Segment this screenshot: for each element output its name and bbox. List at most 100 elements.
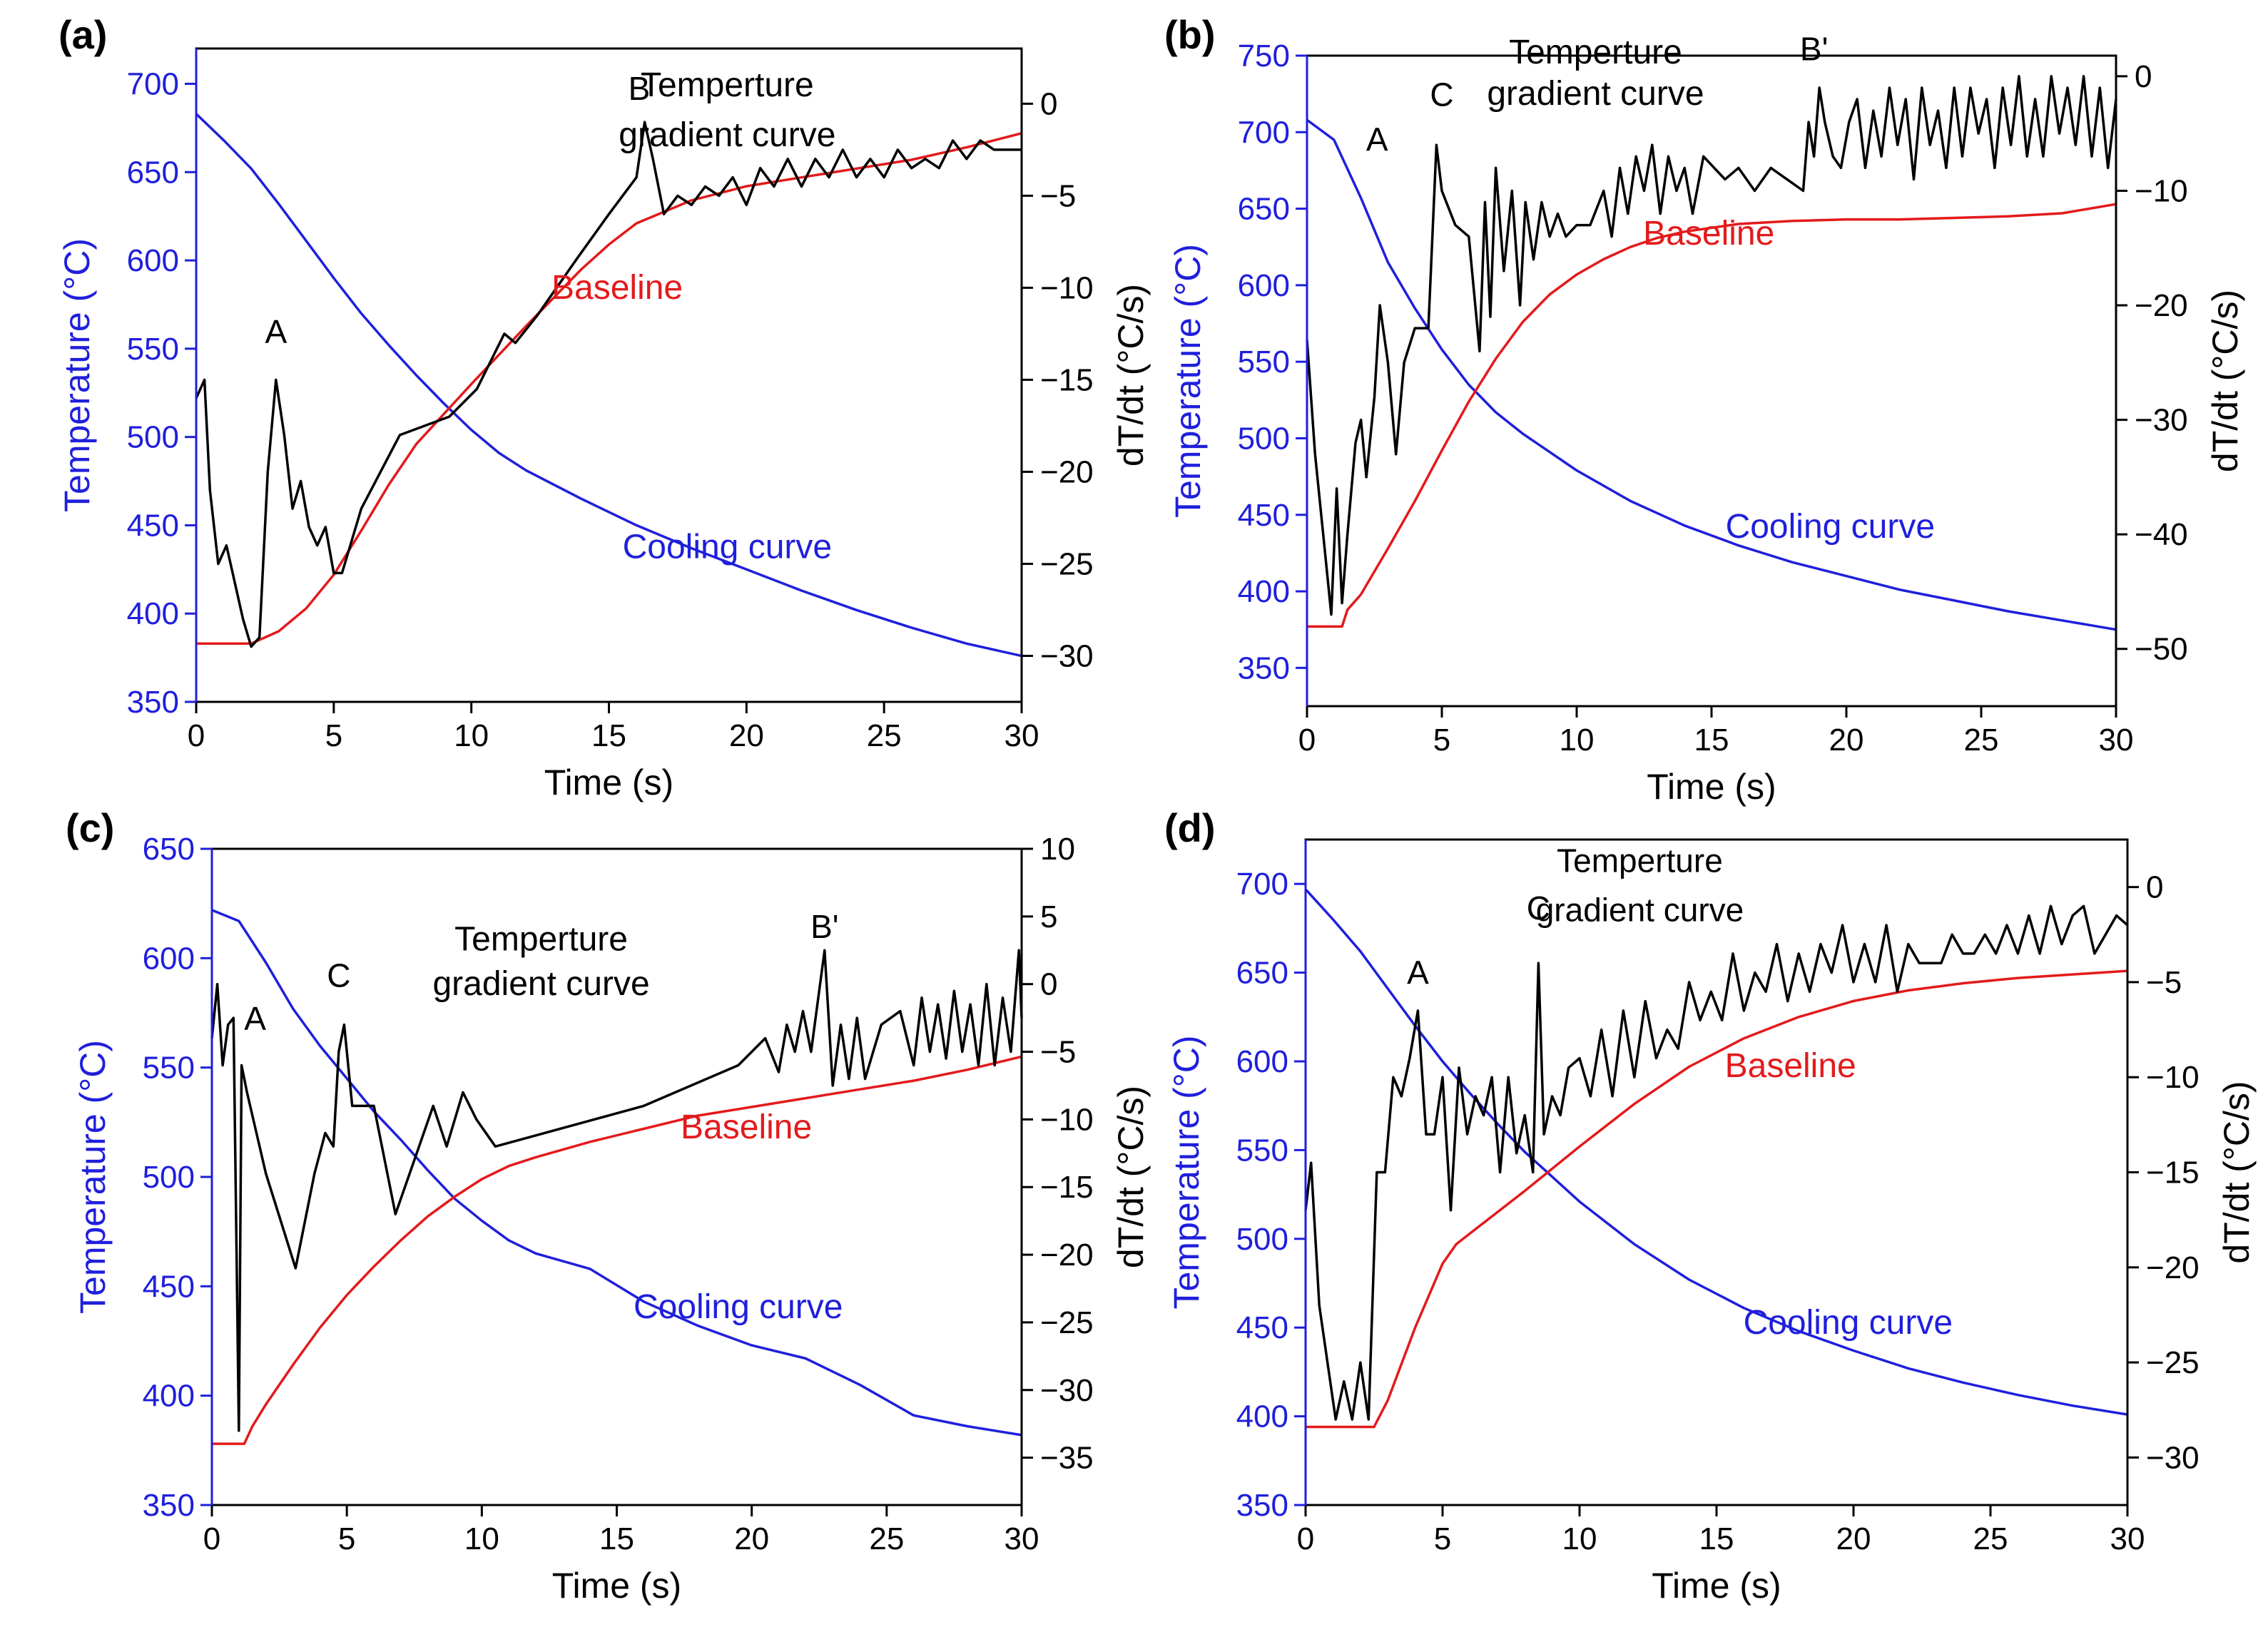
y-left-tick-label: 650 <box>143 832 195 867</box>
panel-label: (d) <box>1164 805 1216 850</box>
y-right-tick-label: −25 <box>1040 546 1094 581</box>
y-left-tick-label: 650 <box>127 155 179 190</box>
series-label: Baseline <box>1725 1047 1856 1085</box>
x-tick-label: 10 <box>464 1521 499 1556</box>
annotation-label: Temperture <box>1557 842 1723 879</box>
series-label: Baseline <box>681 1108 812 1146</box>
series-line-3 <box>195 121 1022 648</box>
y-left-tick-label: 400 <box>143 1379 195 1414</box>
series-line-3 <box>210 949 1023 1432</box>
x-tick-label: 5 <box>325 718 342 753</box>
y-left-tick-label: 400 <box>1238 574 1290 609</box>
x-axis-title: Time (s) <box>552 1566 681 1606</box>
x-tick-label: 25 <box>867 718 902 753</box>
series-label: gradient curve <box>619 116 835 154</box>
series-line-2 <box>212 1055 1022 1445</box>
y-left-tick-label: 700 <box>1236 867 1288 902</box>
y-right-tick-label: −5 <box>1040 178 1076 213</box>
y-left-tick-label: 600 <box>1236 1044 1288 1079</box>
y-right-tick-label: 0 <box>1040 967 1057 1002</box>
x-tick-label: 25 <box>1973 1521 2008 1556</box>
y-right-tick-label: −10 <box>1040 270 1094 305</box>
y-right-tick-label: −10 <box>1040 1102 1094 1137</box>
y-left-tick-label: 550 <box>1238 345 1290 379</box>
y-left-tick-label: 350 <box>1238 651 1290 685</box>
x-tick-label: 20 <box>729 718 764 753</box>
series-label: Cooling curve <box>623 529 832 566</box>
y-right-tick-label: −15 <box>1040 362 1094 397</box>
y-left-tick-label: 450 <box>1236 1310 1288 1345</box>
y-left-tick-label: 650 <box>1238 192 1290 227</box>
annotation-label: C <box>327 957 350 994</box>
y-left-tick-label: 750 <box>1238 39 1290 73</box>
x-tick-label: 15 <box>599 1521 634 1556</box>
y-right-tick-label: −20 <box>1040 454 1094 489</box>
y-right-tick-label: −30 <box>1040 638 1094 673</box>
chart-panel-3: 0 5 10 15 20 25 30 350 400 450 500 550 600 650 −35 −30 −… <box>66 805 1151 1606</box>
y-left-tick-label: 500 <box>143 1160 195 1195</box>
y-left-tick-label: 700 <box>1238 115 1290 150</box>
x-tick-label: 30 <box>2110 1521 2145 1556</box>
plot-frame <box>1304 838 2129 1506</box>
y-left-tick-label: 350 <box>1236 1488 1288 1523</box>
plot-frame <box>195 47 1023 703</box>
y-left-tick-label: 700 <box>127 67 179 102</box>
x-tick-label: 30 <box>1005 1521 1039 1556</box>
annotation-label: B <box>629 70 651 107</box>
series-line-3 <box>1306 75 2117 616</box>
y-left-tick-label: 600 <box>127 243 179 278</box>
x-tick-label: 20 <box>734 1521 769 1556</box>
y-right-tick-label: −20 <box>2146 1250 2200 1285</box>
x-tick-label: 0 <box>1298 723 1316 758</box>
annotation-label: A <box>1366 121 1388 158</box>
series-line-1 <box>211 909 1022 1437</box>
series-label: gradient curve <box>1487 75 1704 113</box>
y-right-tick-label: 10 <box>1040 832 1075 867</box>
series-line-2 <box>196 132 1022 646</box>
x-tick-label: 20 <box>1829 723 1864 758</box>
y-left-axis-title: Temperature (°C) <box>57 238 97 512</box>
y-left-tick-label: 550 <box>143 1051 195 1086</box>
y-right-tick-label: −20 <box>2135 288 2188 323</box>
annotation-label: B' <box>810 908 838 945</box>
x-tick-label: 0 <box>188 718 205 753</box>
x-tick-label: 5 <box>338 1521 355 1556</box>
x-tick-label: 25 <box>1964 723 1999 758</box>
y-right-tick-label: −40 <box>2135 517 2188 552</box>
series-line-1 <box>1306 118 2117 631</box>
x-tick-label: 15 <box>1694 723 1729 758</box>
x-tick-label: 0 <box>1297 1521 1314 1556</box>
annotation-label: C <box>1430 76 1453 113</box>
series-line-1 <box>1304 888 2128 1416</box>
y-left-tick-label: 650 <box>1236 956 1288 991</box>
series-label: Cooling curve <box>1726 508 1935 546</box>
y-left-tick-label: 400 <box>1236 1399 1288 1434</box>
x-tick-label: 5 <box>1434 1521 1451 1556</box>
y-right-tick-label: 0 <box>2135 59 2152 94</box>
series-label: gradient curve <box>432 965 649 1003</box>
panel-label: (c) <box>66 805 114 850</box>
series-label: Cooling curve <box>634 1288 843 1326</box>
annotation-label: A <box>244 1000 266 1037</box>
y-left-tick-label: 450 <box>127 508 179 543</box>
x-tick-label: 0 <box>203 1521 220 1556</box>
x-axis-title: Time (s) <box>1652 1566 1781 1606</box>
y-right-tick-label: −10 <box>2146 1060 2200 1095</box>
y-right-tick-label: −15 <box>1040 1170 1094 1205</box>
series-label: Temperture <box>641 66 814 104</box>
y-left-tick-label: 350 <box>127 685 179 720</box>
y-right-tick-label: −20 <box>1040 1238 1094 1273</box>
series-line-1 <box>195 113 1022 658</box>
y-right-tick-label: −30 <box>1040 1373 1094 1408</box>
annotation-label: C <box>1527 889 1550 927</box>
x-axis-title: Time (s) <box>544 763 673 802</box>
series-label: Temperture <box>454 920 628 958</box>
x-tick-label: 10 <box>1560 723 1595 758</box>
x-tick-label: 10 <box>1562 1521 1597 1556</box>
y-left-axis-title: Temperature (°C) <box>1166 1036 1206 1310</box>
x-tick-label: 20 <box>1836 1521 1871 1556</box>
y-left-tick-label: 500 <box>1236 1222 1288 1257</box>
x-tick-label: 5 <box>1433 723 1450 758</box>
y-left-axis-title: Temperature (°C) <box>73 1040 113 1314</box>
y-left-tick-label: 450 <box>143 1269 195 1304</box>
